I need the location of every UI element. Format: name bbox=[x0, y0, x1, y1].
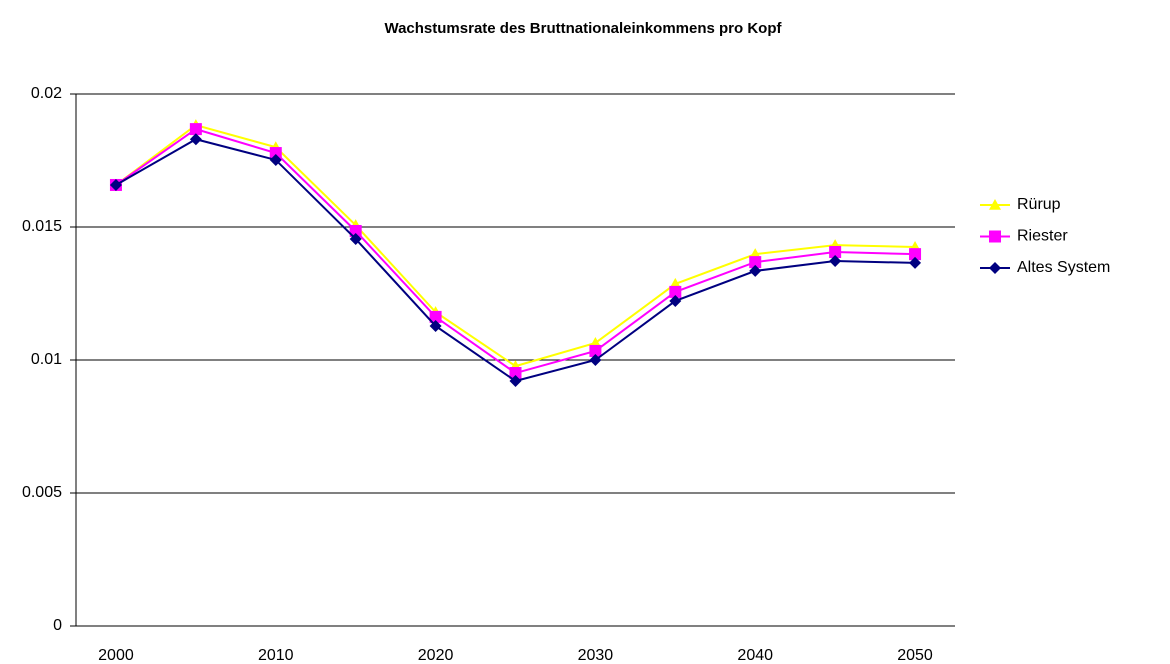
series-line bbox=[115, 138, 916, 383]
marker bbox=[749, 264, 762, 277]
x-tick-label: 2030 bbox=[578, 647, 614, 664]
series-line bbox=[115, 128, 916, 375]
x-tick-label: 2000 bbox=[98, 647, 134, 664]
marker bbox=[269, 153, 282, 166]
legend-marker bbox=[989, 230, 1001, 243]
marker bbox=[909, 248, 922, 261]
marker bbox=[509, 367, 522, 380]
marker bbox=[589, 344, 602, 357]
series-line bbox=[115, 124, 916, 368]
marker bbox=[429, 310, 442, 323]
marker bbox=[829, 255, 842, 268]
y-tick-label: 0.01 bbox=[31, 351, 62, 368]
marker bbox=[349, 232, 362, 245]
marker bbox=[189, 133, 202, 146]
marker bbox=[669, 294, 682, 307]
x-tick-label: 2050 bbox=[897, 647, 933, 664]
marker bbox=[269, 147, 282, 160]
marker bbox=[189, 123, 202, 136]
legend-marker bbox=[989, 262, 1001, 274]
legend-marker bbox=[989, 199, 1001, 210]
y-tick-label: 0.02 bbox=[31, 85, 62, 102]
y-tick-label: 0.005 bbox=[22, 484, 62, 501]
marker bbox=[589, 354, 602, 366]
marker bbox=[669, 285, 682, 298]
chart-title: Wachstumsrate des Bruttnationaleinkommen… bbox=[384, 20, 782, 37]
legend-label: Altes System bbox=[1017, 259, 1110, 276]
y-tick-label: 0.015 bbox=[22, 218, 62, 235]
legend-label: Rürup bbox=[1017, 196, 1061, 213]
x-tick-label: 2040 bbox=[737, 647, 773, 664]
marker bbox=[509, 375, 522, 388]
legend-label: Riester bbox=[1017, 228, 1068, 245]
x-tick-label: 2010 bbox=[258, 647, 294, 664]
marker bbox=[429, 319, 442, 332]
x-tick-label: 2020 bbox=[418, 647, 454, 664]
marker bbox=[109, 178, 122, 191]
y-tick-label: 0 bbox=[53, 617, 62, 634]
marker bbox=[829, 246, 842, 259]
marker bbox=[909, 256, 922, 269]
marker bbox=[349, 224, 362, 237]
marker bbox=[749, 256, 762, 269]
